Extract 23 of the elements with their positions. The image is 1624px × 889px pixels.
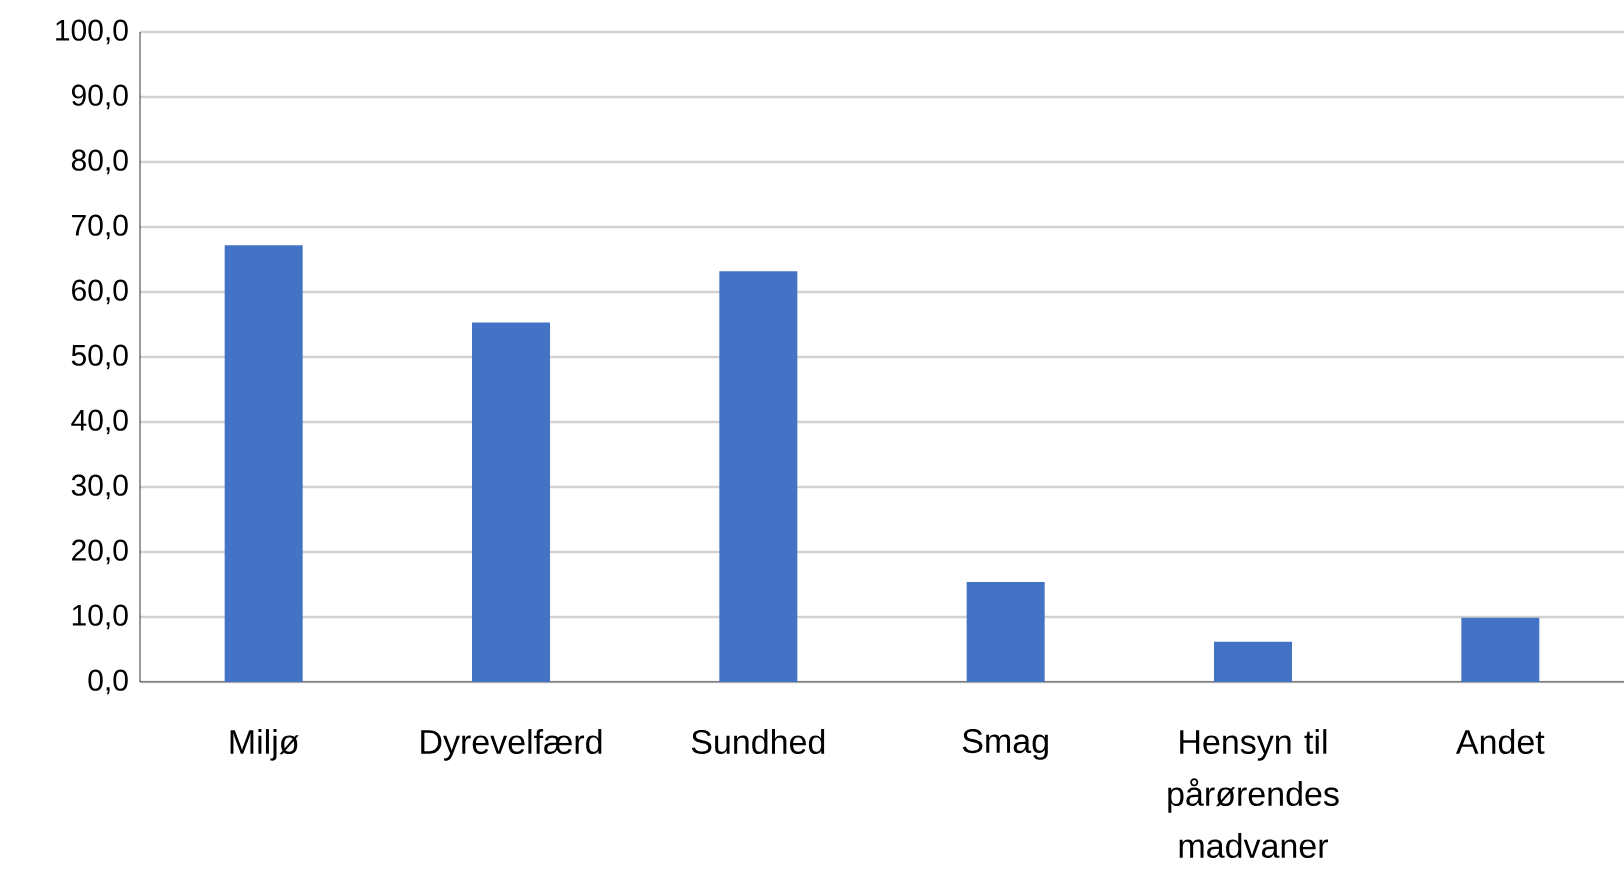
x-tick-label: Dyrevelfærd <box>421 729 602 761</box>
x-tick-label: Hensyn til pårørendes madvaner <box>1168 729 1339 859</box>
y-tick-label: 80,0 <box>71 149 128 175</box>
bar <box>1461 617 1540 682</box>
bar <box>966 581 1045 682</box>
y-tick-label: 0,0 <box>88 669 128 695</box>
y-tick-label: 30,0 <box>71 474 128 500</box>
bar <box>472 322 550 682</box>
x-tick-label: Sundhed <box>691 729 825 755</box>
y-tick-label: 50,0 <box>71 344 128 370</box>
x-tick-label: Andet <box>1455 729 1545 755</box>
y-tick-label: 100,0 <box>56 19 128 45</box>
y-tick-label: 70,0 <box>72 214 128 240</box>
bar <box>224 245 303 682</box>
bar <box>719 271 798 682</box>
x-tick-label: Smag <box>962 729 1048 760</box>
y-tick-label: 60,0 <box>72 279 128 305</box>
y-tick-label: 20,0 <box>72 539 128 565</box>
y-tick-label: 10,0 <box>72 604 128 630</box>
y-tick-label: 40,0 <box>71 409 128 435</box>
y-tick-label: 90,0 <box>71 84 128 110</box>
x-tick-label: Miljø <box>230 729 299 761</box>
bar <box>1214 641 1292 682</box>
